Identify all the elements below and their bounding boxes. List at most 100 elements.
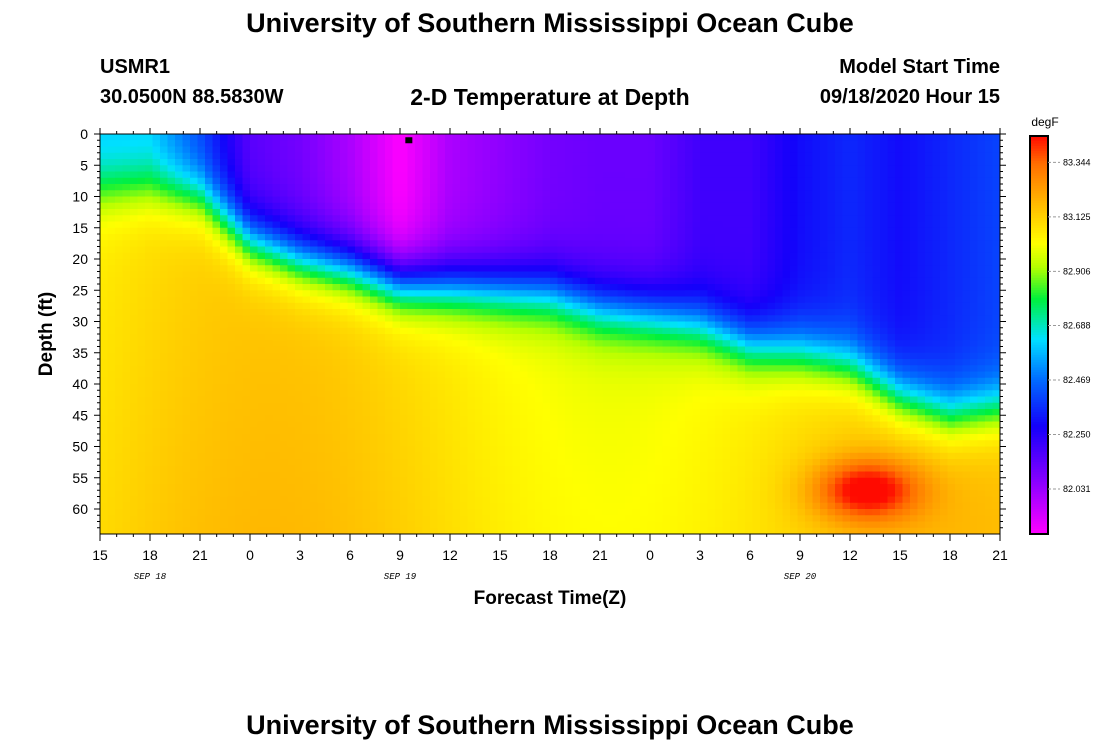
heat-cell: [602, 284, 611, 291]
heat-cell: [377, 171, 386, 179]
heat-cell: [400, 496, 409, 504]
heat-cell: [632, 377, 641, 385]
heat-cell: [137, 484, 146, 491]
heat-cell: [535, 471, 544, 479]
heat-cell: [535, 309, 544, 316]
heat-cell: [617, 284, 626, 291]
heat-cell: [257, 202, 266, 210]
heat-cell: [452, 396, 461, 404]
heat-cell: [325, 252, 334, 260]
heat-cell: [572, 277, 581, 285]
heat-cell: [490, 215, 499, 223]
heat-cell: [415, 465, 424, 473]
heat-cell: [115, 415, 124, 423]
heat-cell: [250, 377, 259, 385]
heat-cell: [370, 352, 379, 360]
heat-cell: [197, 327, 206, 335]
heat-cell: [137, 527, 146, 534]
heat-cell: [505, 321, 514, 329]
heat-cell: [497, 309, 506, 316]
heat-cell: [175, 159, 184, 166]
heat-cell: [272, 484, 281, 491]
heat-cell: [670, 284, 679, 291]
heat-cell: [122, 146, 131, 154]
heat-cell: [257, 377, 266, 385]
heat-cell: [595, 271, 604, 279]
heat-cell: [242, 327, 251, 335]
heat-cell: [632, 265, 641, 273]
heat-cell: [190, 359, 199, 366]
heat-cell: [145, 309, 154, 316]
heat-cell: [497, 321, 506, 329]
heat-cell: [250, 209, 259, 216]
heat-cell: [385, 190, 394, 198]
heat-cell: [565, 496, 574, 504]
heat-cell: [452, 515, 461, 523]
heat-cell: [580, 371, 589, 379]
heat-cell: [460, 527, 469, 534]
heat-cell: [325, 321, 334, 329]
heat-cell: [452, 359, 461, 366]
heat-cell: [325, 159, 334, 166]
heat-cell: [107, 509, 116, 516]
heat-cell: [445, 227, 454, 235]
heat-cell: [355, 509, 364, 516]
heat-cell: [550, 402, 559, 410]
heat-cell: [167, 152, 176, 160]
heat-cell: [332, 371, 341, 379]
heat-cell: [415, 390, 424, 398]
heat-cell: [205, 384, 214, 391]
heat-cell: [640, 290, 649, 298]
heat-cell: [182, 202, 191, 210]
heat-cell: [152, 471, 161, 479]
heat-cell: [655, 415, 664, 423]
heat-cell: [557, 240, 566, 248]
heat-cell: [617, 184, 626, 191]
heat-cell: [647, 252, 656, 260]
heat-cell: [520, 246, 529, 254]
heat-cell: [137, 184, 146, 191]
heat-cell: [460, 252, 469, 260]
heat-cell: [460, 202, 469, 210]
heat-cell: [520, 321, 529, 329]
heat-cell: [287, 371, 296, 379]
heat-cell: [362, 321, 371, 329]
heat-cell: [370, 346, 379, 354]
heat-cell: [572, 302, 581, 310]
heat-cell: [655, 421, 664, 429]
heat-cell: [475, 327, 484, 335]
heat-cell: [610, 277, 619, 285]
heat-cell: [130, 202, 139, 210]
heat-cell: [407, 384, 416, 391]
heat-cell: [565, 402, 574, 410]
heat-cell: [212, 134, 221, 141]
heat-cell: [565, 359, 574, 366]
heat-cell: [347, 477, 356, 485]
heat-cell: [662, 159, 671, 166]
heat-cell: [265, 259, 274, 266]
heat-cell: [557, 159, 566, 166]
heat-cell: [407, 252, 416, 260]
heat-cell: [542, 502, 551, 510]
heat-cell: [122, 509, 131, 516]
heat-cell: [475, 271, 484, 279]
heat-cell: [160, 471, 169, 479]
heat-cell: [370, 171, 379, 179]
heat-cell: [190, 409, 199, 416]
heat-cell: [302, 409, 311, 416]
heat-cell: [347, 190, 356, 198]
heat-cell: [512, 434, 521, 441]
heat-cell: [662, 346, 671, 354]
heat-cell: [107, 152, 116, 160]
heat-cell: [670, 221, 679, 229]
heat-cell: [415, 509, 424, 516]
heat-cell: [175, 427, 184, 435]
heat-cell: [467, 515, 476, 523]
heat-cell: [587, 302, 596, 310]
heat-cell: [460, 277, 469, 285]
heat-cell: [580, 471, 589, 479]
heat-cell: [107, 390, 116, 398]
heat-cell: [190, 502, 199, 510]
heat-cell: [310, 471, 319, 479]
heat-cell: [347, 446, 356, 454]
